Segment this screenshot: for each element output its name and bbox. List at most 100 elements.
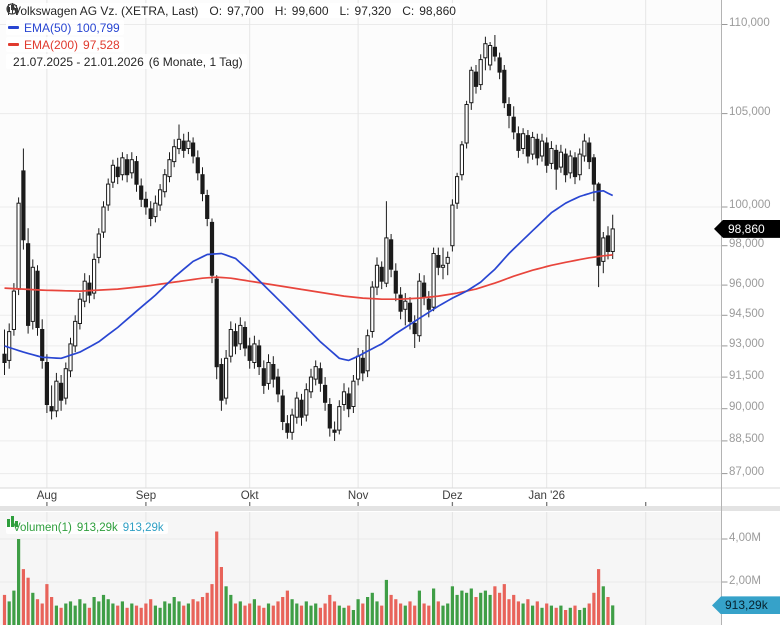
candle[interactable]: [318, 362, 323, 392]
candle[interactable]: [242, 321, 248, 357]
candle[interactable]: [473, 65, 479, 94]
candle[interactable]: [186, 131, 191, 155]
candle[interactable]: [332, 421, 337, 441]
candle[interactable]: [129, 152, 134, 179]
candle[interactable]: [440, 247, 446, 280]
candle[interactable]: [148, 201, 153, 227]
candle[interactable]: [40, 319, 45, 369]
pane-separator[interactable]: [0, 506, 780, 511]
candle[interactable]: [294, 391, 299, 424]
candle[interactable]: [261, 360, 266, 394]
candle[interactable]: [120, 152, 125, 181]
candle[interactable]: [365, 329, 370, 378]
candle[interactable]: [101, 201, 106, 238]
candle[interactable]: [341, 383, 347, 411]
candle[interactable]: [535, 133, 540, 166]
candle[interactable]: [275, 368, 281, 403]
candle[interactable]: [582, 133, 587, 162]
candle[interactable]: [257, 339, 262, 375]
candle[interactable]: [26, 228, 31, 334]
candle[interactable]: [7, 323, 12, 369]
candle[interactable]: [143, 191, 149, 215]
candle[interactable]: [393, 263, 398, 302]
candle[interactable]: [115, 157, 120, 185]
candle[interactable]: [605, 226, 611, 260]
candle[interactable]: [153, 195, 158, 223]
candle[interactable]: [2, 329, 7, 376]
candle[interactable]: [577, 148, 582, 181]
candle[interactable]: [558, 144, 563, 173]
candle[interactable]: [549, 141, 554, 170]
candle[interactable]: [539, 133, 545, 162]
candle[interactable]: [459, 141, 464, 181]
candle[interactable]: [601, 232, 606, 274]
candle[interactable]: [49, 385, 54, 420]
candle[interactable]: [521, 128, 526, 155]
candle[interactable]: [323, 377, 328, 411]
candle[interactable]: [158, 184, 163, 211]
candle[interactable]: [596, 182, 601, 288]
candle[interactable]: [431, 247, 436, 312]
candle[interactable]: [139, 178, 144, 208]
candle[interactable]: [247, 337, 252, 369]
candle[interactable]: [554, 144, 559, 190]
candle[interactable]: [54, 372, 59, 418]
candle[interactable]: [313, 360, 318, 386]
candle[interactable]: [464, 100, 469, 149]
candle[interactable]: [59, 375, 64, 411]
candle[interactable]: [327, 398, 332, 437]
candle[interactable]: [469, 66, 474, 110]
candle[interactable]: [252, 335, 257, 369]
candle[interactable]: [384, 201, 389, 288]
candle[interactable]: [308, 368, 314, 399]
candle[interactable]: [35, 265, 40, 336]
candle[interactable]: [125, 154, 130, 183]
candle[interactable]: [16, 197, 21, 296]
candle[interactable]: [389, 234, 394, 278]
candle[interactable]: [497, 52, 502, 80]
candle[interactable]: [530, 131, 535, 160]
candle[interactable]: [68, 337, 73, 378]
candle[interactable]: [11, 283, 17, 336]
candle[interactable]: [370, 281, 375, 338]
candle[interactable]: [337, 400, 342, 435]
candle[interactable]: [87, 275, 92, 304]
candle[interactable]: [511, 106, 516, 140]
candle[interactable]: [544, 137, 549, 173]
volume-legend-row[interactable]: Volumen(1) 913,29k 913,29k: [6, 515, 168, 534]
candle[interactable]: [224, 350, 229, 405]
candle[interactable]: [209, 218, 215, 284]
candle[interactable]: [77, 293, 83, 330]
candle[interactable]: [30, 259, 35, 330]
candle[interactable]: [181, 133, 186, 158]
candle[interactable]: [290, 408, 295, 440]
candle[interactable]: [436, 247, 441, 276]
candle[interactable]: [591, 154, 596, 202]
candle[interactable]: [271, 356, 276, 388]
candle[interactable]: [63, 362, 68, 405]
candle[interactable]: [214, 275, 219, 380]
ema50-legend-row[interactable]: EMA(50) 100,799: [6, 20, 460, 35]
candle[interactable]: [478, 54, 483, 90]
candle[interactable]: [228, 321, 233, 363]
candle[interactable]: [233, 323, 238, 355]
candle[interactable]: [360, 350, 365, 382]
candle[interactable]: [172, 139, 177, 168]
candle[interactable]: [417, 273, 422, 342]
candle[interactable]: [587, 137, 592, 170]
candle[interactable]: [96, 228, 101, 264]
candle[interactable]: [492, 35, 497, 62]
candle[interactable]: [525, 130, 530, 164]
candle[interactable]: [285, 415, 290, 439]
candle[interactable]: [374, 257, 380, 296]
ema200-legend-row[interactable]: EMA(200) 97,528: [6, 37, 460, 52]
candle[interactable]: [506, 97, 512, 129]
candle[interactable]: [280, 389, 285, 431]
candle[interactable]: [106, 178, 111, 211]
candle[interactable]: [563, 148, 568, 183]
candle[interactable]: [73, 315, 78, 353]
candle[interactable]: [92, 253, 97, 300]
candle[interactable]: [568, 150, 573, 179]
candle[interactable]: [167, 152, 172, 183]
